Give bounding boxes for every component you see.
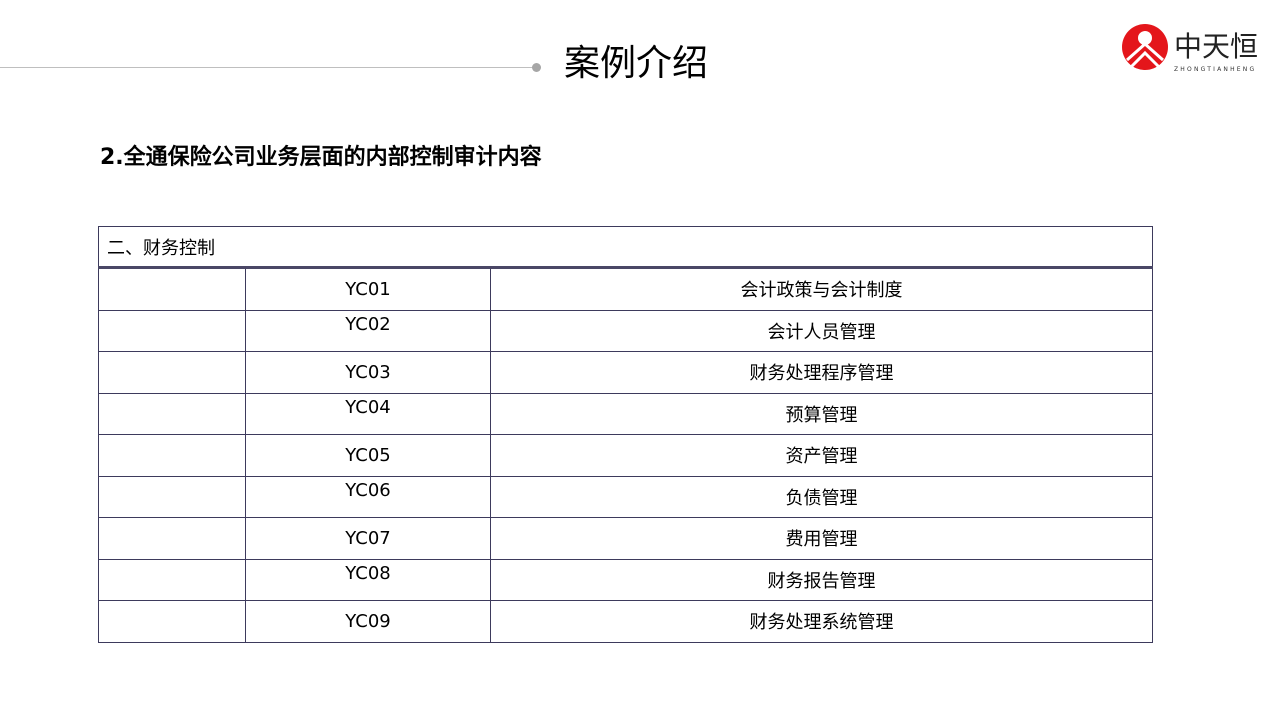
name-cell: 费用管理 bbox=[490, 517, 1153, 560]
empty-cell bbox=[98, 600, 246, 643]
empty-cell bbox=[98, 267, 246, 311]
code-cell: YC04 bbox=[245, 392, 491, 435]
control-code: YC03 bbox=[345, 361, 391, 383]
control-name: 会计政策与会计制度 bbox=[740, 280, 903, 302]
name-cell: 财务报告管理 bbox=[490, 558, 1153, 601]
empty-cell bbox=[98, 475, 246, 518]
page-title: 案例介绍 bbox=[564, 43, 709, 84]
table-row: YC05 资产管理 bbox=[98, 434, 1153, 477]
financial-control-table: 二、财务控制 YC01 会计政策与会计制度 YC02 会计人员管理 YC03 财… bbox=[98, 226, 1153, 643]
table-row: YC02 会计人员管理 bbox=[98, 309, 1153, 352]
code-cell: YC05 bbox=[245, 434, 491, 477]
table-row: YC09 财务处理系统管理 bbox=[98, 600, 1153, 643]
control-code: YC06 bbox=[345, 480, 391, 502]
empty-cell bbox=[98, 558, 246, 601]
name-cell: 预算管理 bbox=[490, 392, 1153, 435]
code-cell: YC07 bbox=[245, 517, 491, 560]
control-code: YC09 bbox=[345, 610, 391, 632]
empty-cell bbox=[98, 517, 246, 560]
table-row: YC03 财务处理程序管理 bbox=[98, 351, 1153, 394]
code-cell: YC06 bbox=[245, 475, 491, 518]
section-subtitle: 2.全通保险公司业务层面的内部控制审计内容 bbox=[100, 145, 542, 170]
control-code: YC08 bbox=[345, 563, 391, 585]
control-name: 财务处理程序管理 bbox=[749, 363, 894, 385]
control-code: YC04 bbox=[345, 397, 391, 419]
company-logo: 中天恒 ZHONGTIANHENG bbox=[1122, 24, 1257, 73]
name-cell: 会计政策与会计制度 bbox=[490, 267, 1153, 311]
table-row: YC01 会计政策与会计制度 bbox=[98, 267, 1153, 311]
svg-text:中天恒: 中天恒 bbox=[1174, 30, 1257, 63]
code-cell: YC08 bbox=[245, 558, 491, 601]
empty-cell bbox=[98, 351, 246, 394]
control-code: YC05 bbox=[345, 444, 391, 466]
control-name: 负债管理 bbox=[785, 487, 858, 509]
table-row: YC06 负债管理 bbox=[98, 475, 1153, 518]
table-header-row: 二、财务控制 bbox=[98, 226, 1153, 269]
name-cell: 负债管理 bbox=[490, 475, 1153, 518]
svg-text:ZHONGTIANHENG: ZHONGTIANHENG bbox=[1174, 66, 1256, 73]
code-cell: YC09 bbox=[245, 600, 491, 643]
empty-cell bbox=[98, 392, 246, 435]
name-cell: 财务处理系统管理 bbox=[490, 600, 1153, 643]
control-code: YC07 bbox=[345, 527, 391, 549]
control-code: YC01 bbox=[345, 278, 391, 300]
empty-cell bbox=[98, 309, 246, 352]
control-name: 预算管理 bbox=[785, 404, 858, 426]
header-dot bbox=[532, 63, 541, 72]
control-name: 会计人员管理 bbox=[767, 321, 876, 343]
control-name: 费用管理 bbox=[785, 529, 858, 551]
control-name: 财务处理系统管理 bbox=[749, 612, 894, 634]
table-row: YC07 费用管理 bbox=[98, 517, 1153, 560]
name-cell: 财务处理程序管理 bbox=[490, 351, 1153, 394]
code-cell: YC02 bbox=[245, 309, 491, 352]
control-name: 财务报告管理 bbox=[767, 570, 876, 592]
code-cell: YC01 bbox=[245, 267, 491, 311]
control-name: 资产管理 bbox=[785, 446, 858, 468]
table-row: YC04 预算管理 bbox=[98, 392, 1153, 435]
section-heading: 二、财务控制 bbox=[98, 226, 1153, 269]
name-cell: 资产管理 bbox=[490, 434, 1153, 477]
header-divider bbox=[0, 67, 536, 68]
code-cell: YC03 bbox=[245, 351, 491, 394]
name-cell: 会计人员管理 bbox=[490, 309, 1153, 352]
control-code: YC02 bbox=[345, 314, 391, 336]
table-row: YC08 财务报告管理 bbox=[98, 558, 1153, 601]
empty-cell bbox=[98, 434, 246, 477]
